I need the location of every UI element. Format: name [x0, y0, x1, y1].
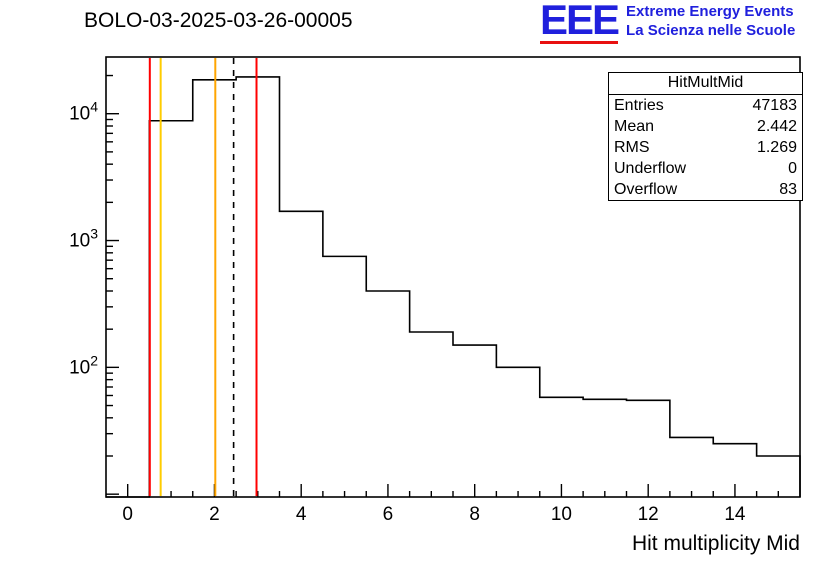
x-tick-label: 8 — [469, 504, 480, 525]
stats-value: 83 — [779, 181, 797, 198]
histogram-line — [106, 76, 801, 498]
axis-ticks — [106, 74, 780, 497]
stats-label: Entries — [614, 97, 664, 114]
plot-frame — [105, 56, 801, 498]
eee-logo-line1: Extreme Energy Events — [626, 3, 794, 20]
x-tick-label: 4 — [296, 504, 307, 525]
x-tick-label: 0 — [122, 504, 133, 525]
stats-row-rms: RMS 1.269 — [609, 137, 802, 158]
eee-logo-line2: La Scienza nelle Scuole — [626, 22, 796, 39]
eee-logo-acronym: EEE — [540, 0, 620, 44]
eee-logo-text: Extreme Energy Events La Scienza nelle S… — [626, 2, 795, 40]
x-tick-label: 10 — [551, 504, 572, 525]
stats-box: HitMultMid Entries 47183 Mean 2.442 RMS … — [608, 72, 803, 201]
axis-tick-labels: 0 2 4 6 8 10 12 14 102 103 104 — [69, 99, 746, 525]
stats-value: 0 — [788, 160, 797, 177]
x-tick-label: 6 — [383, 504, 394, 525]
stats-value: 47183 — [752, 97, 798, 114]
eee-logo: EEE Extreme Energy Events La Scienza nel… — [540, 0, 795, 44]
x-axis-label: Hit multiplicity Mid — [631, 532, 800, 555]
stats-label: Overflow — [614, 181, 678, 198]
stats-label: RMS — [614, 139, 650, 156]
y-tick-label: 103 — [69, 226, 98, 252]
x-tick-label: 14 — [724, 504, 746, 525]
stats-row-overflow: Overflow 83 — [609, 179, 802, 200]
stats-row-entries: Entries 47183 — [609, 95, 802, 116]
page-title: BOLO-03-2025-03-26-00005 — [84, 9, 353, 32]
y-tick-label: 104 — [69, 99, 98, 125]
x-tick-label: 2 — [209, 504, 220, 525]
stats-row-underflow: Underflow 0 — [609, 158, 802, 179]
stats-row-mean: Mean 2.442 — [609, 116, 802, 137]
stats-label: Underflow — [614, 160, 687, 177]
stats-box-title: HitMultMid — [609, 73, 802, 95]
stats-label: Mean — [614, 118, 655, 135]
stats-value: 2.442 — [756, 118, 797, 135]
y-tick-label: 102 — [69, 352, 98, 378]
stats-value: 1.269 — [756, 139, 797, 156]
x-tick-label: 12 — [638, 504, 659, 525]
